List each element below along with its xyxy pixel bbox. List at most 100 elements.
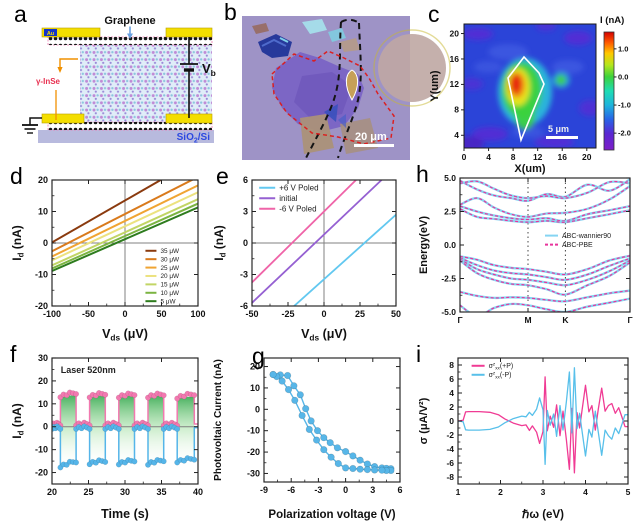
tick-label: -10 [35,270,48,280]
graphene-label: Graphene [104,15,155,27]
inse-pointer-arrowhead [57,67,63,73]
tick-label: 5 [626,487,631,497]
tick-label: 25 [355,309,365,319]
bias-circuit: Vb [180,37,216,118]
panel-label-b: b [224,0,237,25]
tick-label: 12 [533,152,543,162]
tick-label: 1 [456,487,461,497]
tick-label: -3 [314,485,322,495]
tick-label: -20 [35,468,48,478]
cyan-flake-1 [302,19,327,34]
ground-wire [29,117,42,125]
band-pbe [460,257,630,281]
bias-label: Vb [202,61,216,78]
y-axis-label: σ (μA/V²) [418,397,430,444]
x-axis-label: Polarization voltage (V) [268,509,395,521]
data-point [191,456,198,463]
series-30 μW [52,180,195,253]
tan-flake-top [340,38,360,52]
tick-label: 20 [47,487,57,497]
inse-label: γ-InSe [36,77,61,86]
tick-label: 0.0 [618,73,628,82]
tick-label: 50 [156,309,166,319]
legend-label: 25 μW [160,265,180,272]
tick-label: 0 [321,309,326,319]
data-point [363,465,371,474]
map-blobs [464,24,596,148]
tick-label: 8 [449,360,454,370]
gold-electrode-bottom-left [41,113,85,124]
tick-label: 10 [250,383,260,393]
data-point [371,466,379,474]
map-scale-bar-label: 5 μm [548,124,569,134]
annotation: Laser 520nm [61,365,116,375]
series-sigma-plus-P [458,376,628,474]
data-point [115,426,122,432]
tick-label: 16 [557,152,567,162]
data-point [131,458,138,465]
tick-label: 2 [498,487,503,497]
band-pbe [460,180,630,199]
data-point [305,425,313,433]
data-point [131,392,138,399]
panel-f-time-trace-chart: 20 25 30 35 40 -20 -10 0 10 20 30 Time (s) Id (nA) La… [10,353,203,521]
tick-label: -6 [446,458,454,468]
pulse-fill [60,395,77,464]
tick-label: 3 [243,207,248,217]
tick-label: -50 [82,309,95,319]
series-10 μW [52,202,198,270]
tick-label: -5.0 [441,307,456,317]
panel-label-g: g [252,343,265,369]
tick-label: -1.0 [618,101,631,110]
pulse-fill [147,396,164,463]
panel-e-iv-poled-chart: -50 -25 0 25 50 -6 -3 0 3 6 Vds (μV) Id (nA) +6 V Po… [212,175,401,343]
data-point [86,426,93,432]
graphene-arrowhead [127,33,133,39]
hotspot-green-tail [515,102,535,130]
tick-label: 20 [250,362,260,372]
data-point [349,464,357,473]
tick-label: 40 [193,487,203,497]
x-axis-label: ℏω (eV) [522,508,564,521]
series-35 μW [52,180,163,244]
data-point [320,446,328,454]
data-point [342,464,350,472]
tick-label: 10 [38,399,48,409]
blue-flake-streak [261,38,287,47]
y-axis-label: Energy(eV) [418,216,430,274]
pulse-fill [118,396,135,463]
tick-label: -20 [35,301,48,311]
data-point [290,382,298,390]
tick-label: 8 [511,152,516,162]
graphene-top-atoms [48,37,212,45]
tick-label: 100 [190,309,205,319]
panel-label-f: f [10,341,17,367]
panel-label-a: a [14,1,27,27]
data-point [73,391,80,397]
map-x-axis-label: X(um) [514,163,546,175]
data-point [145,426,151,432]
x-axis-label: Vds (μV) [102,327,148,343]
gold-teardrop [345,69,359,102]
tick-label: -30 [247,468,260,478]
tick-label: 4 [486,152,491,162]
tick-label: -6 [240,301,248,311]
tick-label: 0 [449,416,454,426]
tick-label: 0 [255,404,260,414]
tick-label: 8 [454,105,459,115]
band-wannier [460,178,630,203]
legend-label: +6 V Poled [279,184,318,193]
tick-label: 30 [38,353,48,363]
y-axis-label: Id (nA) [212,225,227,261]
data-point [160,392,167,399]
tick-label: -50 [245,309,258,319]
tick-label: 20 [38,376,48,386]
tick-label: -3 [240,270,248,280]
tick-label: 35 [156,487,166,497]
y-axis-label: Photovoltaic Current (nA) [213,359,224,481]
data-point [191,392,198,399]
tick-label: 0 [43,422,48,432]
map-frame [463,23,597,149]
x-axis-label: Vds (μV) [301,327,347,343]
